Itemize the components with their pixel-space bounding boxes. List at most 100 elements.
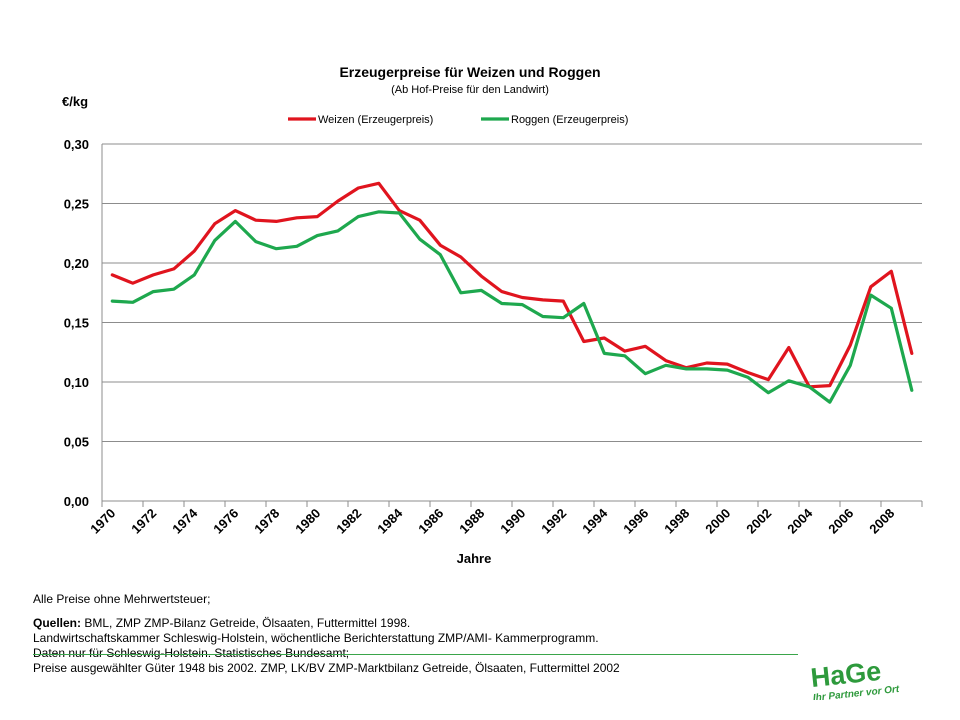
sources-line-1-text: BML, ZMP ZMP-Bilanz Getreide, Ölsaaten, … bbox=[81, 616, 411, 630]
sources-line-2: Landwirtschaftskammer Schleswig-Holstein… bbox=[33, 631, 599, 645]
data-point-roggen bbox=[295, 245, 298, 248]
data-point-weizen bbox=[234, 209, 237, 212]
data-point-weizen bbox=[644, 345, 647, 348]
data-point-roggen bbox=[254, 240, 257, 243]
grid bbox=[101, 143, 922, 502]
data-point-roggen bbox=[746, 376, 749, 379]
data-point-roggen bbox=[910, 389, 913, 392]
data-point-weizen bbox=[500, 290, 503, 293]
data-point-roggen bbox=[828, 401, 831, 404]
data-point-weizen bbox=[295, 216, 298, 219]
legend-label-roggen: Roggen (Erzeugerpreis) bbox=[511, 114, 628, 126]
data-point-weizen bbox=[131, 282, 134, 285]
x-tick-label: 1992 bbox=[538, 506, 569, 537]
data-point-weizen bbox=[213, 222, 216, 225]
data-point-weizen bbox=[336, 199, 339, 203]
y-tick-label: 0,00 bbox=[64, 494, 89, 509]
data-point-roggen bbox=[849, 364, 852, 367]
data-point-weizen bbox=[746, 371, 749, 374]
data-point-weizen bbox=[193, 249, 196, 253]
x-tick-label: 1998 bbox=[661, 506, 692, 537]
data-point-weizen bbox=[111, 273, 114, 277]
data-point-weizen bbox=[849, 343, 852, 347]
data-point-roggen bbox=[603, 352, 606, 355]
sources-label: Quellen: bbox=[33, 616, 82, 630]
data-point-roggen bbox=[357, 215, 360, 218]
data-point-weizen bbox=[664, 359, 667, 362]
sources-line-4: Preise ausgewählter Güter 1948 bis 2002.… bbox=[33, 661, 620, 675]
data-point-weizen bbox=[767, 378, 770, 381]
x-tick-label: 2008 bbox=[866, 506, 897, 537]
data-point-roggen bbox=[582, 302, 585, 305]
data-point-roggen bbox=[439, 253, 442, 256]
data-point-roggen bbox=[644, 372, 647, 375]
data-point-weizen bbox=[418, 219, 421, 222]
data-point-weizen bbox=[726, 362, 729, 366]
data-point-roggen bbox=[275, 247, 278, 250]
x-tick-label: 1972 bbox=[128, 506, 159, 537]
data-point-roggen bbox=[234, 220, 237, 223]
data-point-roggen bbox=[890, 307, 893, 310]
data-point-roggen bbox=[172, 288, 175, 291]
series-lines bbox=[110, 181, 914, 404]
data-point-roggen bbox=[480, 289, 483, 292]
legend: Weizen (Erzeugerpreis) Roggen (Erzeugerpr… bbox=[288, 114, 628, 126]
data-point-roggen bbox=[767, 391, 770, 394]
footer-note: Alle Preise ohne Mehrwertsteuer; bbox=[33, 592, 211, 606]
data-point-weizen bbox=[705, 361, 708, 365]
x-tick-label: 1980 bbox=[292, 506, 323, 537]
data-point-weizen bbox=[603, 336, 606, 340]
data-point-roggen bbox=[705, 367, 708, 371]
data-point-weizen bbox=[480, 274, 483, 278]
data-point-weizen bbox=[377, 182, 380, 185]
data-point-weizen bbox=[521, 296, 524, 299]
price-chart: Erzeugerpreise für Weizen und Roggen (Ab… bbox=[62, 64, 923, 566]
data-point-weizen bbox=[254, 219, 257, 222]
x-tick-label: 2002 bbox=[743, 506, 774, 537]
data-point-roggen bbox=[398, 211, 401, 215]
legend-label-weizen: Weizen (Erzeugerpreis) bbox=[318, 114, 433, 126]
data-point-roggen bbox=[336, 229, 339, 233]
data-point-weizen bbox=[459, 255, 462, 259]
data-point-roggen bbox=[808, 385, 811, 388]
data-point-weizen bbox=[316, 215, 319, 218]
data-point-roggen bbox=[316, 234, 319, 237]
data-point-weizen bbox=[357, 186, 360, 190]
data-point-roggen bbox=[685, 367, 688, 371]
y-tick-label: 0,15 bbox=[64, 316, 89, 331]
data-point-roggen bbox=[152, 290, 155, 293]
data-point-weizen bbox=[828, 384, 831, 387]
y-tick-label: 0,10 bbox=[64, 375, 89, 390]
data-point-roggen bbox=[418, 238, 421, 241]
sources-line-1: Quellen: BML, ZMP ZMP-Bilanz Getreide, Ö… bbox=[33, 616, 620, 631]
data-point-roggen bbox=[726, 368, 729, 372]
x-tick-label: 1988 bbox=[456, 506, 487, 537]
x-axis: 1970 1972 1974 1976 1978 1980 1982 1984 1986 1988… bbox=[87, 501, 923, 537]
series-line-roggen bbox=[110, 210, 914, 404]
data-point-roggen bbox=[623, 354, 626, 357]
data-point-roggen bbox=[193, 273, 196, 277]
footer-divider bbox=[33, 654, 798, 655]
x-tick-label: 2000 bbox=[702, 506, 733, 537]
y-axis-unit-label: €/kg bbox=[62, 94, 88, 109]
footer-sources: Quellen: BML, ZMP ZMP-Bilanz Getreide, Ö… bbox=[33, 616, 620, 676]
x-tick-label: 1978 bbox=[251, 506, 282, 537]
data-point-roggen bbox=[521, 303, 524, 306]
data-point-roggen bbox=[787, 379, 790, 382]
data-point-weizen bbox=[623, 349, 626, 353]
x-tick-label: 1970 bbox=[87, 506, 118, 537]
x-tick-label: 1996 bbox=[620, 506, 651, 537]
chart-title: Erzeugerpreise für Weizen und Roggen bbox=[339, 64, 600, 80]
data-point-roggen bbox=[459, 291, 462, 294]
hage-logo: HaGe Ihr Partner vor Ort bbox=[809, 656, 900, 700]
data-point-weizen bbox=[398, 209, 401, 212]
data-point-roggen bbox=[541, 315, 544, 318]
series-line-weizen bbox=[110, 181, 914, 389]
y-tick-label: 0,05 bbox=[64, 435, 89, 450]
x-axis-label: Jahre bbox=[457, 551, 492, 566]
data-point-roggen bbox=[500, 302, 503, 305]
x-tick-label: 1986 bbox=[415, 506, 446, 537]
x-tick-label: 1982 bbox=[333, 506, 364, 537]
data-point-weizen bbox=[275, 220, 278, 223]
x-tick-label: 2006 bbox=[825, 506, 856, 537]
